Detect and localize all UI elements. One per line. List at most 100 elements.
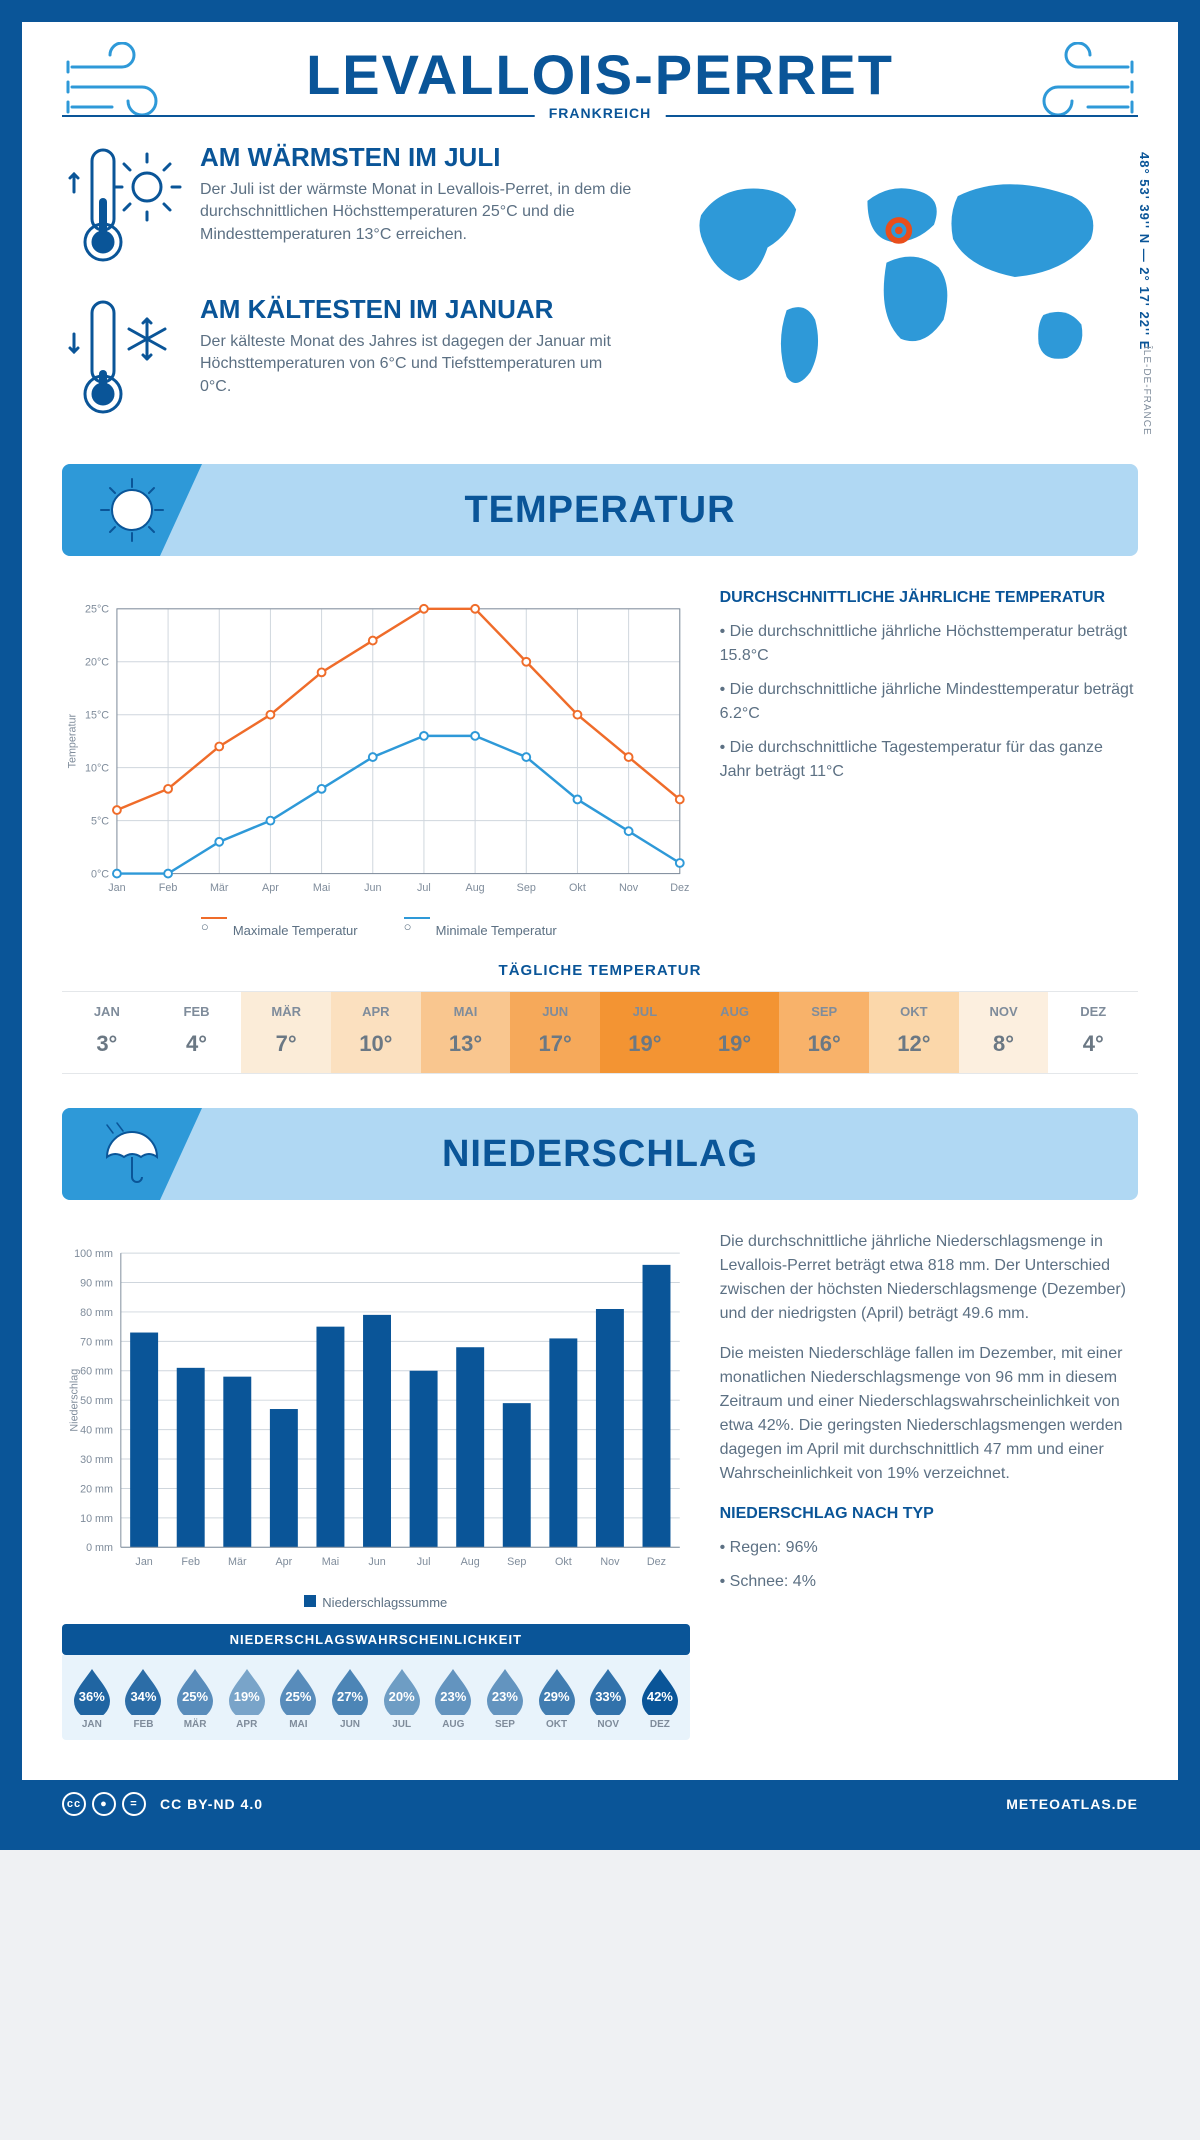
line-chart-wrap: 0°C5°C10°C15°C20°C25°CJanFebMärAprMaiJun… [62,586,690,938]
daily-month: JAN [62,1004,152,1019]
daily-value: 7° [241,1031,331,1057]
probability-cell: 23% AUG [427,1665,479,1730]
temp-text-item: • Die durchschnittliche jährliche Mindes… [720,678,1138,726]
line-chart-legend: ○Maximale Temperatur ○Minimale Temperatu… [62,921,690,938]
probability-month: MÄR [169,1719,221,1730]
svg-text:Jun: Jun [368,1556,385,1568]
daily-temp-cell: JUL19° [600,992,690,1073]
daily-value: 19° [600,1031,690,1057]
page: LEVALLOIS-PERRET FRANKREICH [0,0,1200,1850]
cc-icon: cc [62,1792,86,1816]
temp-text-item: • Die durchschnittliche Tagestemperatur … [720,736,1138,784]
temperature-text: DURCHSCHNITTLICHE JÄHRLICHE TEMPERATUR •… [720,586,1138,938]
precip-type-heading: NIEDERSCHLAG NACH TYP [720,1502,1138,1526]
probability-value: 25% [276,1689,320,1704]
probability-month: NOV [582,1719,634,1730]
drop-icon: 42% [638,1665,682,1715]
drop-icon: 19% [225,1665,269,1715]
probability-value: 42% [638,1689,682,1704]
daily-temp-heading: TÄGLICHE TEMPERATUR [62,962,1138,979]
daily-temp-cell: MAI13° [421,992,511,1073]
probability-cell: 25% MAI [273,1665,325,1730]
daily-temp-cell: FEB4° [152,992,242,1073]
probability-month: JUN [324,1719,376,1730]
svg-text:Mai: Mai [313,882,330,894]
drop-icon: 27% [328,1665,372,1715]
bar-chart-legend: Niederschlagssumme [62,1595,690,1610]
precip-type-item: • Regen: 96% [720,1536,1138,1560]
svg-text:10°C: 10°C [85,763,109,775]
temp-text-heading: DURCHSCHNITTLICHE JÄHRLICHE TEMPERATUR [720,586,1138,610]
svg-text:Jun: Jun [364,882,381,894]
thermometer-sun-icon [62,142,182,272]
probability-value: 34% [121,1689,165,1704]
svg-text:90 mm: 90 mm [80,1277,113,1289]
probability-cell: 36% JAN [66,1665,118,1730]
probability-cell: 23% SEP [479,1665,531,1730]
svg-text:Feb: Feb [181,1556,200,1568]
probability-value: 20% [380,1689,424,1704]
probability-value: 25% [173,1689,217,1704]
drop-icon: 20% [380,1665,424,1715]
daily-month: SEP [779,1004,869,1019]
svg-text:Okt: Okt [569,882,586,894]
probability-cell: 25% MÄR [169,1665,221,1730]
bar-chart-wrap: 0 mm10 mm20 mm30 mm40 mm50 mm60 mm70 mm8… [62,1230,690,1740]
world-map: 48° 53' 39'' N — 2° 17' 22'' E ÎLE-DE-FR… [663,142,1138,446]
probability-month: SEP [479,1719,531,1730]
svg-text:Aug: Aug [461,1556,480,1568]
probability-row: 36% JAN 34% FEB 25% MÄR 19% APR 25% MAI … [62,1655,690,1740]
svg-text:50 mm: 50 mm [80,1395,113,1407]
daily-temp-grid: JAN3°FEB4°MÄR7°APR10°MAI13°JUN17°JUL19°A… [62,991,1138,1074]
probability-month: DEZ [634,1719,686,1730]
drop-icon: 29% [535,1665,579,1715]
content: LEVALLOIS-PERRET FRANKREICH [22,22,1178,1750]
legend-min: ○Minimale Temperatur [398,921,557,938]
precip-text: Die durchschnittliche jährliche Niedersc… [720,1230,1138,1740]
fact-body: Der Juli ist der wärmste Monat in Levall… [200,179,633,246]
svg-text:Nov: Nov [600,1556,620,1568]
nd-icon: = [122,1792,146,1816]
daily-value: 8° [959,1031,1049,1057]
svg-text:80 mm: 80 mm [80,1307,113,1319]
svg-text:70 mm: 70 mm [80,1336,113,1348]
daily-temp-cell: APR10° [331,992,421,1073]
section-corner [62,1108,202,1200]
svg-text:Jul: Jul [417,882,431,894]
svg-text:100 mm: 100 mm [74,1248,113,1260]
svg-text:15°C: 15°C [85,710,109,722]
probability-month: OKT [531,1719,583,1730]
svg-text:Jan: Jan [108,882,125,894]
svg-text:5°C: 5°C [91,816,109,828]
fact-heading: AM WÄRMSTEN IM JULI [200,142,633,173]
daily-temp-cell: SEP 16° [779,992,869,1073]
daily-temp-cell: JUN17° [510,992,600,1073]
probability-cell: 42% DEZ [634,1665,686,1730]
fact-coldest: AM KÄLTESTEN IM JANUAR Der kälteste Mona… [62,294,633,424]
daily-month: MÄR [241,1004,331,1019]
fact-heading: AM KÄLTESTEN IM JANUAR [200,294,633,325]
svg-text:0 mm: 0 mm [86,1542,113,1554]
svg-text:Temperatur: Temperatur [67,714,79,769]
daily-value: 4° [152,1031,242,1057]
by-icon: ● [92,1792,116,1816]
section-title: NIEDERSCHLAG [442,1133,758,1176]
probability-cell: 33% NOV [582,1665,634,1730]
region-label: ÎLE-DE-FRANCE [1141,346,1152,436]
daily-temp-cell: MÄR 7° [241,992,331,1073]
precip-bar-chart: 0 mm10 mm20 mm30 mm40 mm50 mm60 mm70 mm8… [62,1230,690,1590]
wind-icon [62,42,182,132]
daily-value: 16° [779,1031,869,1057]
svg-text:0°C: 0°C [91,868,109,880]
svg-text:Dez: Dez [647,1556,666,1568]
world-map-svg [663,142,1138,412]
probability-month: APR [221,1719,273,1730]
probability-value: 33% [586,1689,630,1704]
footer: cc ● = CC BY-ND 4.0 METEOATLAS.DE [22,1780,1178,1828]
daily-value: 17° [510,1031,600,1057]
drop-icon: 33% [586,1665,630,1715]
svg-text:40 mm: 40 mm [80,1425,113,1437]
svg-text:60 mm: 60 mm [80,1366,113,1378]
drop-icon: 36% [70,1665,114,1715]
precip-p1: Die durchschnittliche jährliche Niedersc… [720,1230,1138,1326]
